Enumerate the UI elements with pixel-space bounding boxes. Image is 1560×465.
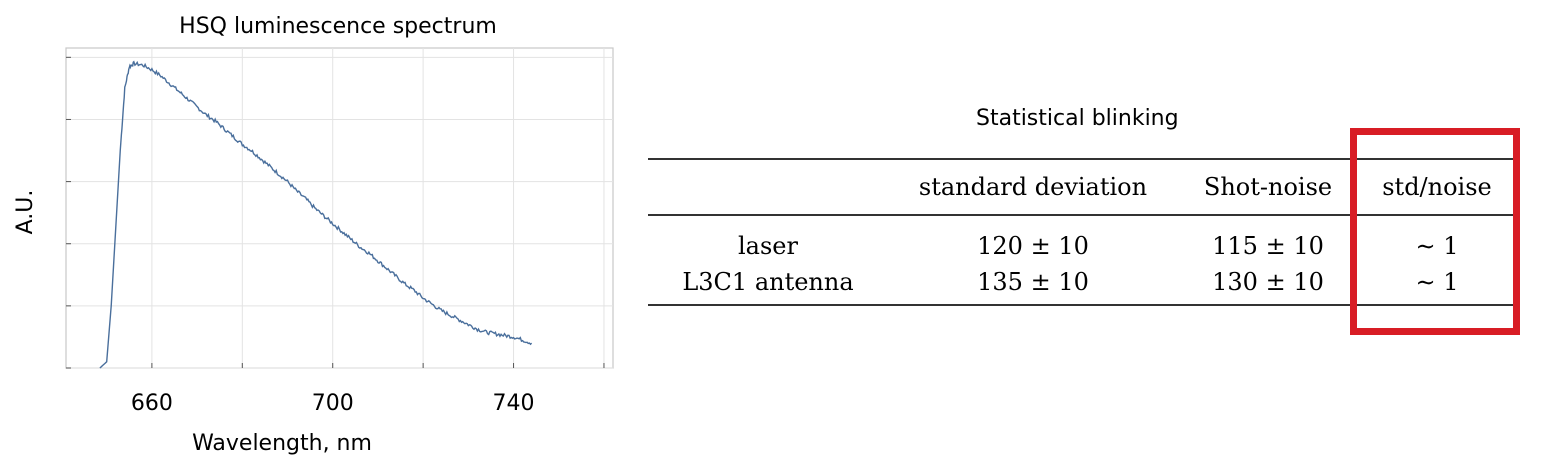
grid-lines bbox=[66, 48, 613, 369]
x-tick-label: 740 bbox=[493, 391, 535, 416]
row-standard-deviation: 135 ± 10 bbox=[977, 268, 1089, 296]
statistics-table: standard deviation Shot-noise std/noise … bbox=[648, 158, 1516, 308]
series-line-luminescence bbox=[99, 60, 533, 369]
row-shot-noise: 115 ± 10 bbox=[1212, 232, 1324, 260]
header-shot-noise: Shot-noise bbox=[1203, 173, 1333, 201]
row-shot-noise: 130 ± 10 bbox=[1212, 268, 1324, 296]
std-noise-highlight-box bbox=[1350, 128, 1520, 335]
spectrum-chart: HSQ luminescence spectrum 660 700 740 Wave… bbox=[13, 14, 614, 456]
table-row: L3C1 antenna 135 ± 10 130 ± 10 ∼ 1 bbox=[648, 264, 1516, 300]
x-tick-label: 700 bbox=[312, 391, 354, 416]
plot-area bbox=[65, 47, 614, 369]
x-tick-labels: 660 700 740 bbox=[131, 391, 535, 416]
header-rule bbox=[648, 214, 1516, 216]
bottom-rule bbox=[648, 304, 1516, 306]
x-tick-label: 660 bbox=[131, 391, 173, 416]
y-axis-label: A.U. bbox=[13, 190, 38, 235]
y-ticks bbox=[66, 56, 71, 369]
top-rule bbox=[648, 158, 1516, 160]
x-ticks bbox=[151, 363, 605, 368]
header-cell-empty bbox=[648, 158, 888, 216]
chart-title: HSQ luminescence spectrum bbox=[179, 14, 497, 39]
table-row: laser 120 ± 10 115 ± 10 ∼ 1 bbox=[648, 228, 1516, 264]
table-header-row: standard deviation Shot-noise std/noise bbox=[648, 158, 1516, 216]
x-axis-label: Wavelength, nm bbox=[192, 431, 372, 456]
row-std-noise: ∼ 1 bbox=[1415, 268, 1459, 296]
row-std-noise: ∼ 1 bbox=[1415, 232, 1459, 260]
header-standard-deviation: standard deviation bbox=[918, 173, 1148, 201]
row-label: L3C1 antenna bbox=[682, 268, 854, 296]
plot-frame bbox=[65, 47, 614, 369]
table-title: Statistical blinking bbox=[976, 106, 1179, 131]
header-std-noise: std/noise bbox=[1382, 173, 1492, 201]
row-standard-deviation: 120 ± 10 bbox=[977, 232, 1089, 260]
row-label: laser bbox=[738, 232, 798, 260]
